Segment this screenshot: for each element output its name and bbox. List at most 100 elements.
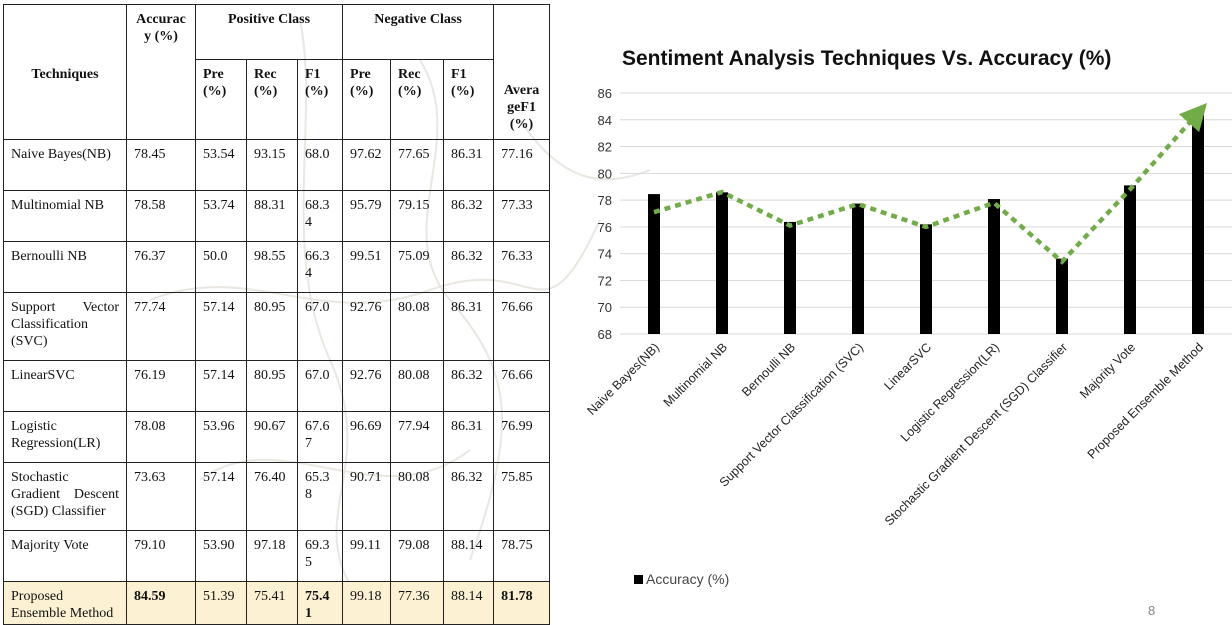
table-row: Stochastic Gradient Descent (SGD) Classi… [3,462,551,531]
cell-pos-rec: 75.41 [246,581,298,625]
cell-pos-f1: 67.67 [296,411,344,463]
cell-accuracy: 78.45 [126,139,196,191]
cell-neg-f1: 86.31 [443,292,495,361]
x-tick-label: Multinomial NB [661,340,730,409]
cell-neg-rec: 77.65 [390,139,445,191]
header-positive-class: Positive Class [194,4,344,60]
cell-accuracy: 78.58 [126,190,196,242]
y-tick-label: 76 [598,220,612,235]
cell-neg-rec: 77.36 [390,581,445,625]
cell-neg-pre: 99.11 [342,530,392,582]
y-tick-label: 68 [598,327,612,342]
cell-pos-f1: 68.0 [296,139,344,191]
cell-pos-rec: 76.40 [246,462,298,531]
cell-pos-rec: 97.18 [246,530,298,582]
cell-avg-f1: 77.33 [493,190,551,242]
header-average-f1: AverageF1 (%) [493,4,551,140]
bar [716,192,728,334]
cell-avg-f1: 81.78 [493,581,551,625]
results-table: Techniques Accuracy (%) Positive Class N… [3,4,551,625]
cell-pos-pre: 57.14 [195,462,247,531]
chart-title: Sentiment Analysis Techniques Vs. Accura… [622,47,1112,70]
x-tick-label: Support Vector Classification (SVC) [717,340,866,489]
cell-pos-rec: 93.15 [246,139,298,191]
cell-neg-pre: 92.76 [342,360,392,412]
header-accuracy: Accuracy (%) [126,4,196,140]
cell-accuracy: 79.10 [126,530,196,582]
cell-accuracy: 76.19 [126,360,196,412]
cell-pos-f1: 65.38 [296,462,344,531]
bar [784,221,796,334]
cell-avg-f1: 77.16 [493,139,551,191]
x-tick-label: Naive Bayes(NB) [584,340,662,418]
cell-accuracy: 77.74 [126,292,196,361]
header-negative-class: Negative Class [342,4,495,60]
trend-line [653,103,1207,265]
cell-neg-f1: 88.14 [443,530,495,582]
bar [1124,185,1136,334]
cell-technique: Support Vector Classification (SVC) [3,292,127,361]
cell-avg-f1: 75.85 [493,462,551,531]
cell-avg-f1: 76.99 [493,411,551,463]
cell-neg-rec: 77.94 [390,411,445,463]
cell-neg-rec: 79.08 [390,530,445,582]
cell-technique: LinearSVC [3,360,127,412]
cell-technique: Majority Vote [3,530,127,582]
cell-accuracy: 73.63 [126,462,196,531]
cell-pos-pre: 51.39 [195,581,247,625]
cell-accuracy: 84.59 [126,581,196,625]
cell-neg-f1: 86.31 [443,139,495,191]
cell-neg-f1: 86.32 [443,462,495,531]
x-tick-label: Majority Vote [1077,340,1138,401]
header-pos-pre: Pre(%) [195,59,247,140]
cell-technique: Proposed Ensemble Method [3,581,127,625]
table-row: LinearSVC 76.19 57.14 80.95 67.0 92.76 8… [3,360,551,412]
x-tick-label: Bernoulli NB [739,340,798,399]
y-tick-label: 82 [598,140,612,155]
table-row: Naive Bayes(NB) 78.45 53.54 93.15 68.0 9… [3,139,551,191]
cell-avg-f1: 76.33 [493,241,551,293]
accuracy-bar-chart: 68 70 72 74 76 78 80 82 84 86 Naive Bayes(NB)Multi… [584,86,1232,528]
cell-neg-rec: 80.08 [390,292,445,361]
cell-neg-pre: 95.79 [342,190,392,242]
cell-pos-f1: 68.34 [296,190,344,242]
cell-neg-f1: 88.14 [443,581,495,625]
cell-neg-rec: 80.08 [390,462,445,531]
y-tick-label: 70 [598,300,612,315]
bar [920,224,932,334]
cell-technique: Multinomial NB [3,190,127,242]
bar [1192,111,1204,335]
header-neg-pre: Pre(%) [342,59,392,140]
cell-pos-pre: 53.54 [195,139,247,191]
cell-avg-f1: 78.75 [493,530,551,582]
y-tick-label: 84 [598,113,612,128]
cell-pos-pre: 53.96 [195,411,247,463]
table-row: Logistic Regression(LR) 78.08 53.96 90.6… [3,411,551,463]
y-tick-label: 86 [598,86,612,101]
table-row: Majority Vote 79.10 53.90 97.18 69.35 99… [3,530,551,582]
cell-pos-f1: 67.0 [296,360,344,412]
legend-label: Accuracy (%) [646,571,730,587]
y-tick-label: 78 [598,193,612,208]
cell-pos-f1: 67.0 [296,292,344,361]
table-row: Multinomial NB 78.58 53.74 88.31 68.34 9… [3,190,551,242]
cell-accuracy: 76.37 [126,241,196,293]
y-tick-label: 74 [598,247,612,262]
cell-technique: Bernoulli NB [3,241,127,293]
cell-pos-rec: 88.31 [246,190,298,242]
bar [852,203,864,334]
cell-neg-pre: 99.18 [342,581,392,625]
cell-neg-rec: 80.08 [390,360,445,412]
cell-avg-f1: 76.66 [493,292,551,361]
cell-neg-pre: 92.76 [342,292,392,361]
cell-pos-f1: 66.34 [296,241,344,293]
bar [648,194,660,334]
cell-pos-rec: 80.95 [246,292,298,361]
chart-legend: Accuracy (%) [634,571,729,587]
cell-neg-pre: 99.51 [342,241,392,293]
bar [988,199,1000,334]
cell-pos-rec: 90.67 [246,411,298,463]
table-row-highlighted: Proposed Ensemble Method 84.59 51.39 75.… [3,581,551,625]
cell-neg-f1: 86.32 [443,241,495,293]
cell-neg-f1: 86.32 [443,190,495,242]
